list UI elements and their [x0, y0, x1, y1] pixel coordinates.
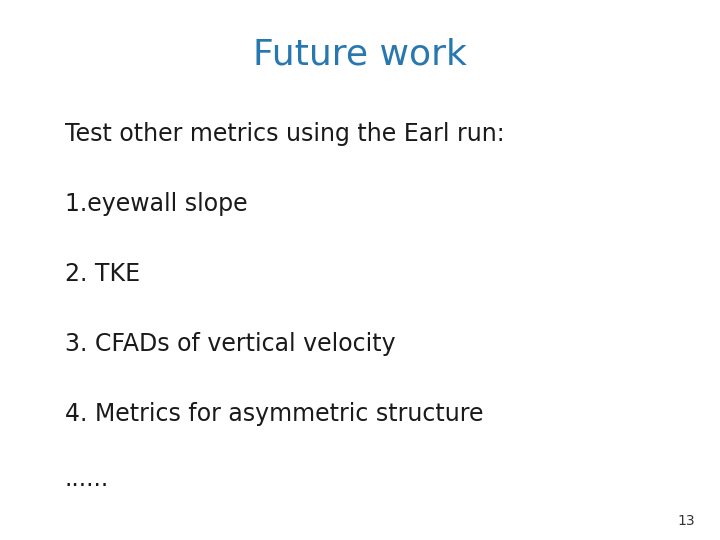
Text: 2. TKE: 2. TKE: [65, 262, 140, 286]
Text: Test other metrics using the Earl run:: Test other metrics using the Earl run:: [65, 122, 505, 145]
Text: Future work: Future work: [253, 38, 467, 72]
Text: 13: 13: [678, 514, 695, 528]
Text: 4. Metrics for asymmetric structure: 4. Metrics for asymmetric structure: [65, 402, 483, 426]
Text: ......: ......: [65, 467, 109, 491]
Text: 3. CFADs of vertical velocity: 3. CFADs of vertical velocity: [65, 332, 395, 356]
Text: 1.eyewall slope: 1.eyewall slope: [65, 192, 248, 215]
